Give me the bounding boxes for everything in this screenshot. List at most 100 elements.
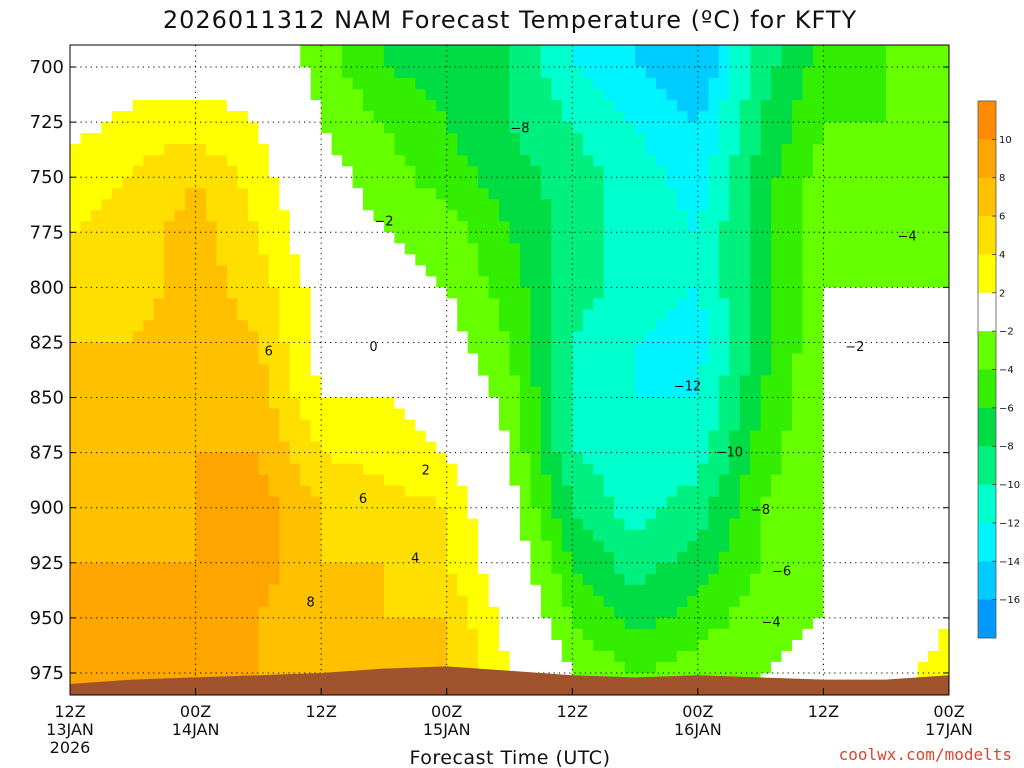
temperature-cell (708, 155, 720, 432)
temperature-cell (603, 496, 615, 553)
temperature-cell (593, 45, 605, 90)
colorbar: 10 8 6 4 2 −2 −4 −6 −8 −10 −12 −14 −16 (977, 100, 1020, 639)
temperature-cell (509, 375, 521, 487)
temperature-cell (90, 562, 102, 695)
contour-label: 6 (359, 492, 367, 507)
temperature-cell (812, 617, 825, 695)
colorbar-swatch (978, 254, 996, 294)
temperature-cell (593, 298, 605, 476)
temperature-cell (195, 144, 207, 189)
temperature-cell (363, 111, 375, 211)
temperature-cell (907, 287, 919, 695)
temperature-cell (352, 45, 364, 90)
temperature-cell (499, 221, 511, 333)
temperature-cell (143, 100, 155, 156)
contour-label: 6 (265, 344, 273, 359)
temperature-cell (645, 78, 657, 156)
temperature-cell (383, 232, 395, 399)
temperature-cell (540, 540, 552, 619)
temperature-cell (122, 111, 134, 178)
temperature-cell (457, 45, 469, 156)
temperature-cell (645, 628, 657, 674)
x-tick-label: 16JAN (674, 720, 722, 739)
temperature-cell (310, 441, 322, 498)
temperature-cell (394, 78, 406, 156)
contour-label: 8 (307, 596, 315, 611)
colorbar-swatch (978, 216, 996, 255)
temperature-cell (425, 441, 437, 498)
temperature-cell (478, 45, 490, 189)
temperature-cell (645, 45, 657, 79)
temperature-cell (614, 518, 626, 575)
y-tick-label: 950 (30, 608, 64, 629)
plot-area (70, 45, 949, 695)
temperature-cell (226, 452, 239, 695)
temperature-cell (938, 628, 949, 695)
temperature-cell (509, 485, 521, 695)
colorbar-swatch (978, 139, 996, 179)
temperature-cell (279, 441, 291, 695)
temperature-cell (928, 45, 940, 288)
temperature-cell (561, 551, 573, 608)
temperature-cell (656, 562, 668, 619)
temperature-cell (394, 45, 406, 79)
temperature-cell (457, 485, 469, 597)
temperature-cell (258, 606, 270, 695)
temperature-cell (530, 386, 542, 509)
temperature-cell (551, 45, 563, 101)
temperature-cell (268, 584, 280, 695)
temperature-cell (226, 111, 239, 167)
temperature-cell (519, 452, 532, 542)
temperature-cell (697, 529, 709, 586)
temperature-cell (122, 45, 134, 112)
temperature-cell (279, 342, 291, 443)
temperature-cell (195, 452, 207, 695)
temperature-cell (164, 221, 176, 564)
temperature-cell (802, 45, 814, 68)
temperature-cell (394, 617, 406, 695)
temperature-cell (446, 463, 458, 575)
colorbar-label: −12 (999, 518, 1020, 529)
temperature-cell (645, 155, 657, 333)
temperature-cell (656, 617, 668, 663)
temperature-cell (603, 551, 615, 608)
temperature-cell (373, 397, 385, 476)
temperature-cell (289, 254, 301, 399)
temperature-cell (258, 144, 270, 255)
temperature-cell (530, 166, 542, 388)
temperature-cell (907, 45, 919, 288)
temperature-cell (247, 452, 259, 695)
temperature-cell (415, 188, 427, 266)
temperature-cell (812, 45, 825, 145)
temperature-cell (289, 463, 301, 695)
temperature-cell (478, 188, 490, 277)
temperature-cell (519, 155, 532, 288)
temperature-cell (593, 595, 605, 652)
temperature-cell (739, 375, 751, 476)
x-tick-label: 12Z (557, 702, 588, 721)
temperature-cell (729, 45, 741, 156)
contour-label: −10 (716, 446, 743, 461)
temperature-cell (572, 628, 584, 695)
temperature-cell (582, 639, 594, 695)
contour-label: −4 (898, 230, 917, 245)
y-tick-label: 975 (30, 663, 64, 684)
contour-label: −2 (374, 214, 393, 229)
temperature-cell (666, 496, 678, 564)
temperature-cell (153, 562, 165, 695)
temperature-cell (216, 452, 228, 695)
temperature-cell (394, 408, 406, 487)
credit-link[interactable]: coolwx.com/modelts (839, 745, 1012, 764)
temperature-cell (300, 45, 312, 68)
temperature-cell (697, 309, 709, 366)
temperature-cell (216, 155, 228, 266)
contour-label: 0 (369, 340, 377, 355)
temperature-cell (425, 496, 437, 619)
temperature-cell (247, 331, 259, 454)
temperature-cell (132, 331, 144, 564)
x-tick-label: 12Z (54, 702, 85, 721)
temperature-cell (666, 188, 678, 311)
temperature-cell (153, 45, 165, 101)
temperature-cell (321, 133, 333, 399)
y-tick-label: 775 (30, 222, 64, 243)
